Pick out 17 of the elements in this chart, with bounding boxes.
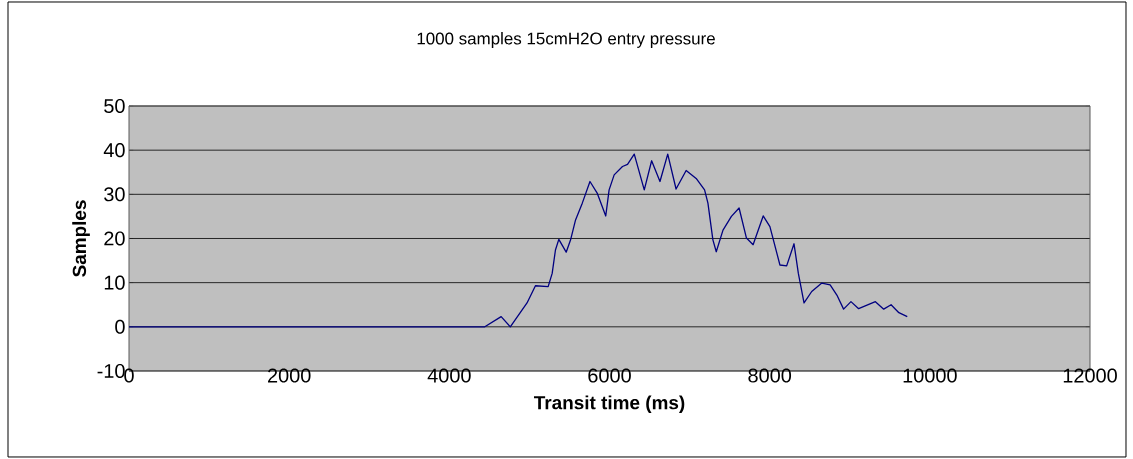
- x-tick-label: 6000: [588, 368, 631, 383]
- chart-title: 1000 samples 15cmH2O entry pressure: [417, 32, 715, 48]
- y-tick-label: 50: [104, 98, 125, 114]
- x-tick-label: 4000: [427, 368, 471, 383]
- x-tick-label: 10000: [903, 368, 957, 383]
- x-tick-label: 2000: [268, 368, 311, 383]
- y-tick-label: -10: [97, 363, 125, 379]
- y-tick-label: 10: [104, 275, 125, 290]
- y-tick-label: 20: [104, 231, 125, 246]
- y-tick-label: 40: [103, 143, 125, 158]
- y-tick-label: 0: [115, 319, 125, 334]
- line-series: [129, 153, 908, 328]
- x-tick-label: 12000: [1063, 368, 1117, 383]
- y-tick-label: 30: [104, 187, 125, 202]
- x-axis-title: Transit time (ms): [534, 395, 685, 414]
- y-axis-title: Samples: [72, 200, 90, 277]
- x-tick-label: 8000: [748, 368, 792, 383]
